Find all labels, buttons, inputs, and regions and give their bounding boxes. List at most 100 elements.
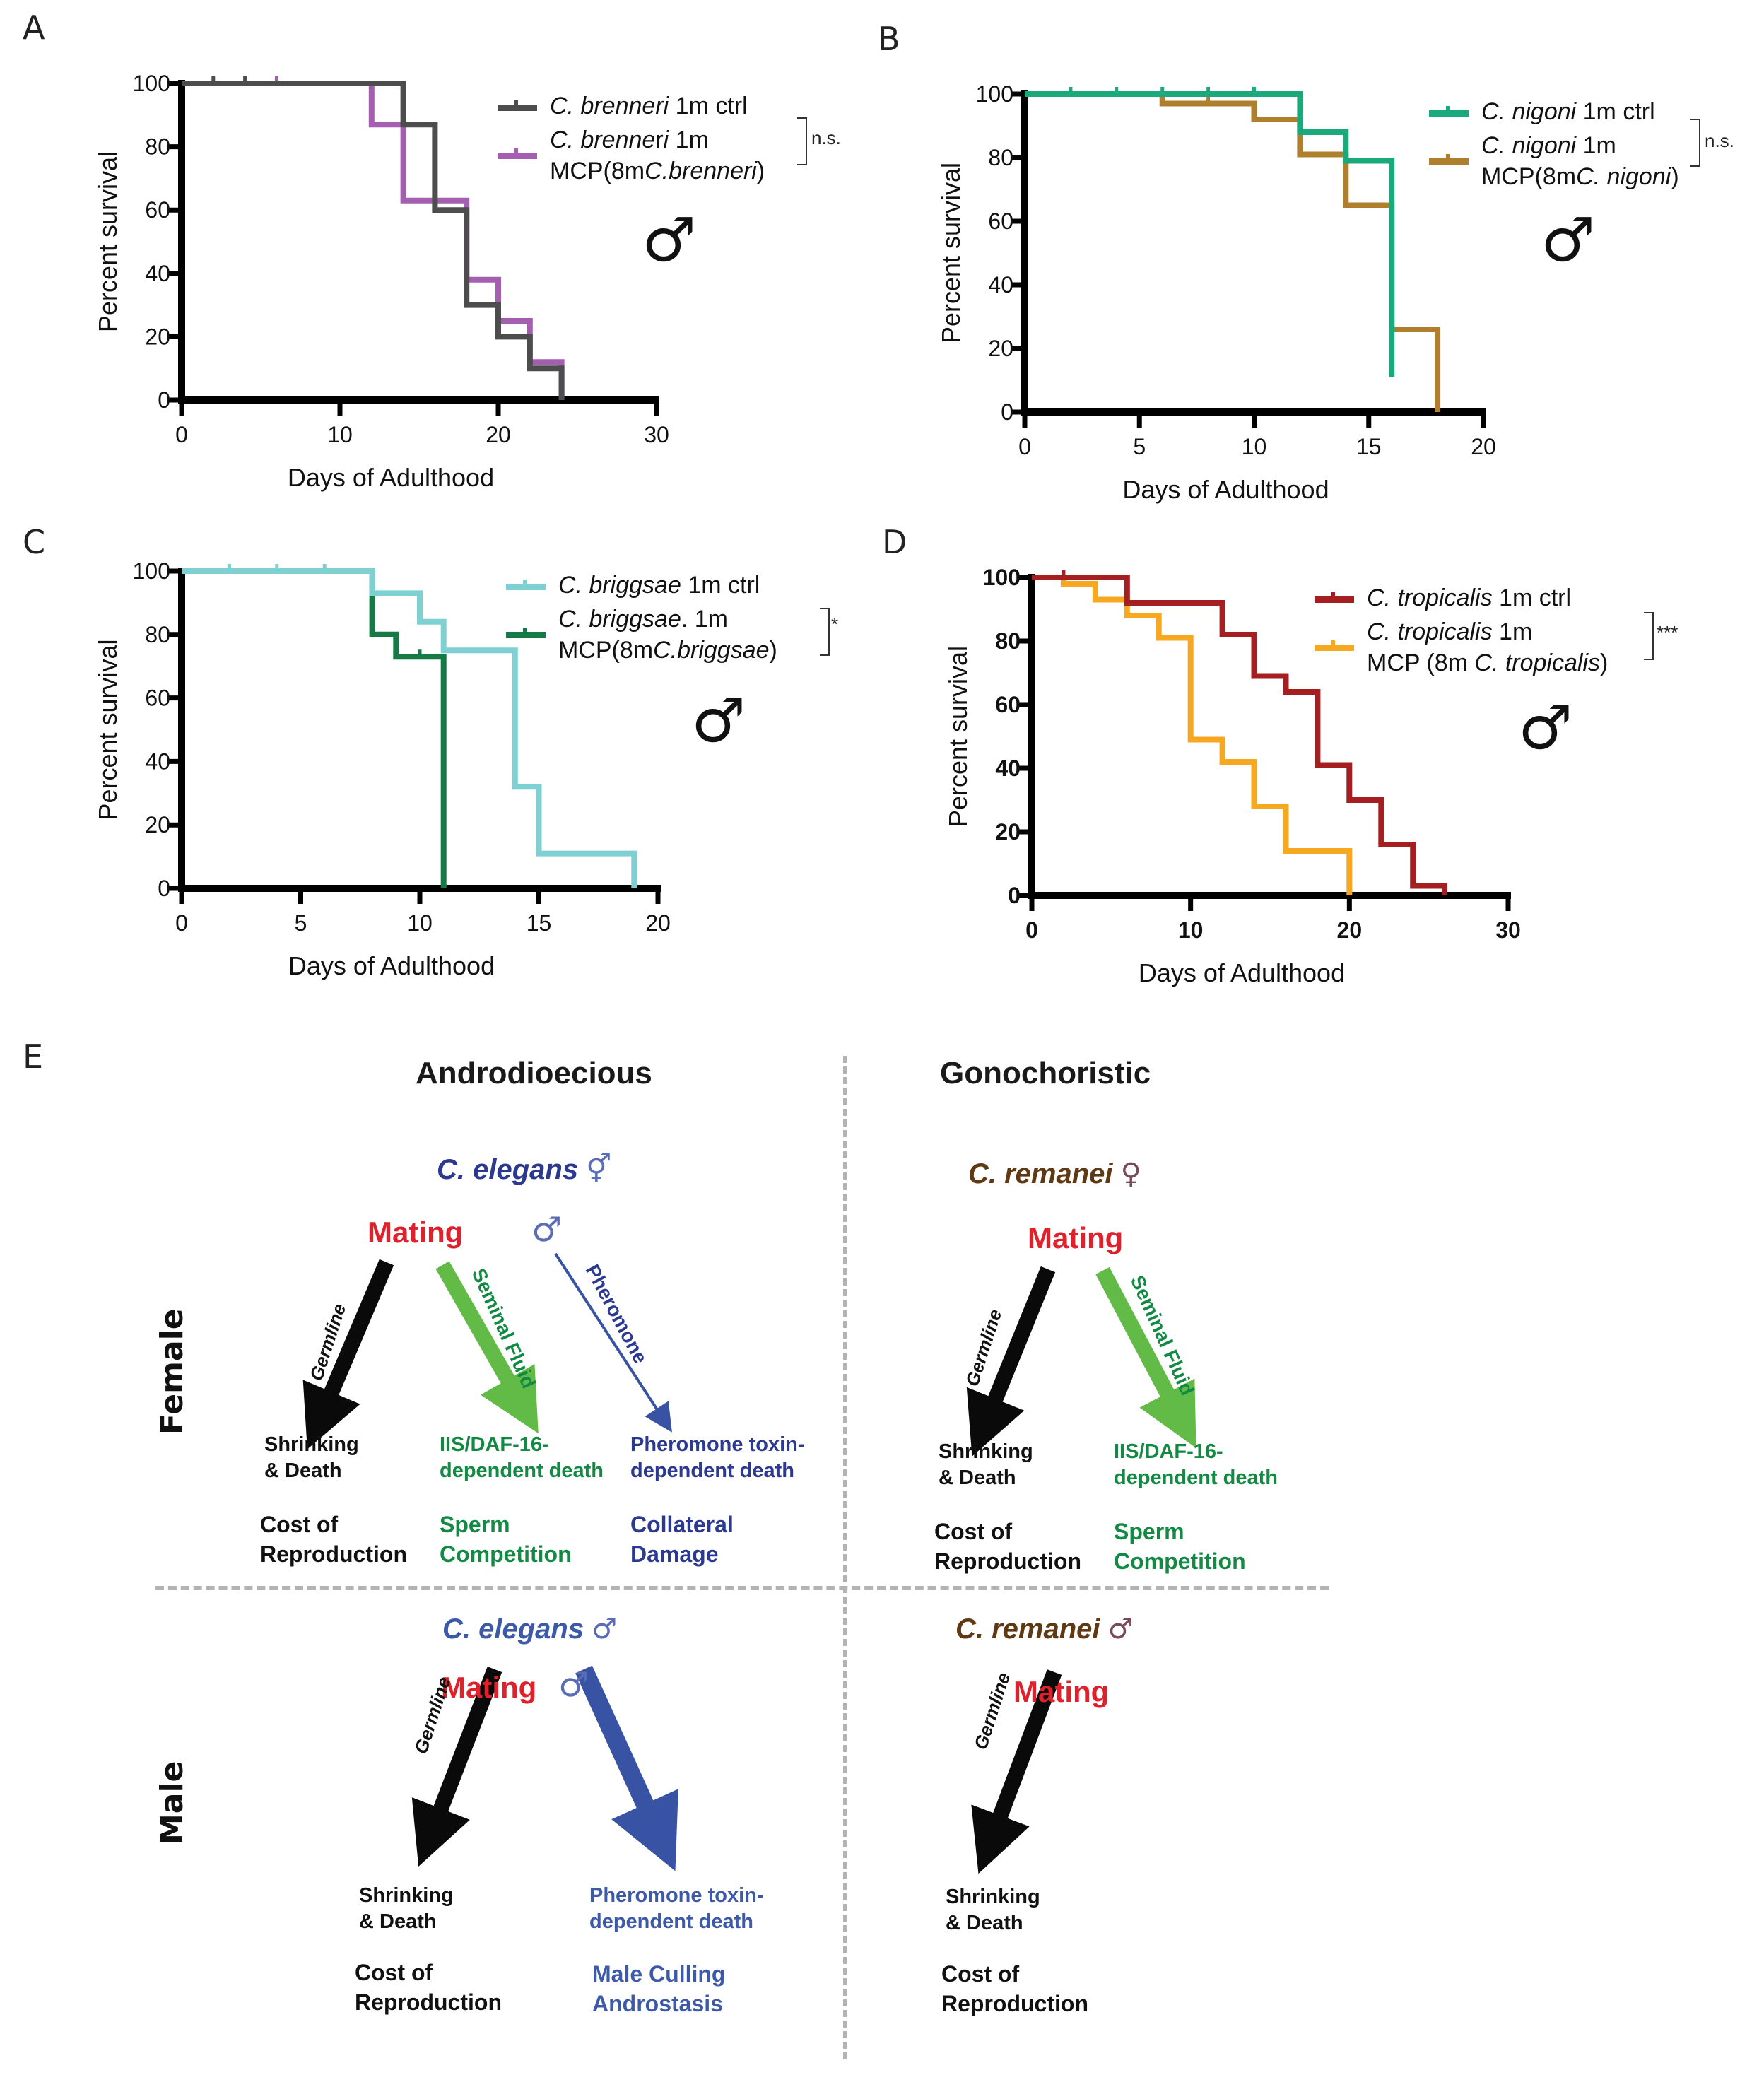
outcome-line: dependent death	[589, 1910, 754, 1933]
y-tick-label: 0	[158, 387, 170, 413]
outcome-iis-daf16-death: IIS/DAF-16- dependent death	[440, 1432, 604, 1484]
male-symbol-icon-b: ♂	[1541, 205, 1596, 276]
panel-label-a: A	[23, 8, 45, 47]
y-tick-label: 0	[158, 876, 170, 901]
legend-text: r	[655, 127, 664, 153]
category-line: Damage	[630, 1541, 719, 1567]
species-c-elegans-male: C. elegans ♂	[442, 1613, 617, 1645]
category-line: Reproduction	[934, 1548, 1081, 1574]
legend-species: C. briggsae	[558, 606, 681, 633]
x-tick-label: 0	[1025, 917, 1038, 943]
x-tick-label: 0	[175, 910, 188, 936]
legend-species: C. briggsae	[558, 572, 681, 599]
outcome-line: Shrinking	[359, 1884, 454, 1907]
x-tick-label: 0	[175, 422, 188, 447]
category-line: Reproduction	[260, 1541, 407, 1567]
hermaphrodite-symbol-icon: ⚥	[586, 1153, 612, 1186]
survival-chart-b: 0 5 10 15 20 0 20 40 60 80 100 Days of Adulthood Per…	[936, 81, 1496, 504]
outcome-line: Shrinking	[939, 1440, 1033, 1463]
y-axis-label: Percent survival	[943, 646, 972, 827]
legend-species: C. tropicalis	[1474, 649, 1600, 676]
legend-species: C.briggsae	[653, 637, 770, 664]
legend-text: 1m ctrl	[1576, 98, 1655, 125]
species-c-remanei-male: C. remanei ♂	[956, 1613, 1134, 1645]
legend-text: )	[1600, 649, 1609, 676]
panel-label-d: D	[882, 523, 907, 561]
y-tick-label: 40	[145, 748, 170, 774]
category-line: Male Culling	[592, 1961, 726, 1987]
panel-label-e: E	[23, 1038, 44, 1076]
y-tick-label: 80	[145, 134, 170, 160]
germline-arrow-gono-male	[971, 1669, 1062, 1874]
x-tick-label: 10	[407, 910, 433, 936]
category-line: Competition	[440, 1541, 572, 1567]
mating-label: Mating	[368, 1216, 464, 1249]
legend-text: 1m ctrl	[681, 572, 760, 599]
legend-text: )	[1671, 163, 1679, 190]
category-sperm-competition: Sperm Competition	[1114, 1517, 1246, 1576]
y-tick-label: 60	[145, 686, 170, 711]
legend-species: C. brenneri	[550, 93, 669, 119]
outcome-line: dependent death	[630, 1459, 795, 1482]
y-axis-label: Percent survival	[93, 151, 122, 332]
y-tick-label: 40	[995, 756, 1021, 781]
y-tick-label: 0	[1008, 883, 1021, 908]
species-name: C. elegans	[437, 1154, 579, 1185]
outcome-shrinking-death: Shrinking & Death	[359, 1883, 454, 1935]
survival-chart-a: 0 10 20 30 0 20 40 60 80 100 Days of Adulthood Perc…	[93, 71, 669, 492]
y-axis-label: Percent survival	[936, 163, 965, 343]
legend-text: 1m	[1576, 132, 1616, 159]
significance-label-c: *	[831, 613, 839, 635]
y-tick-label: 20	[988, 336, 1013, 361]
x-tick-label: 20	[1337, 917, 1363, 943]
germline-arrow-andro-male	[411, 1667, 502, 1867]
species-name: C. remanei	[956, 1613, 1100, 1645]
legend-swatch	[498, 100, 537, 111]
category-line: Cost of	[355, 1960, 433, 1985]
x-tick-label: 20	[645, 910, 671, 936]
category-line: Cost of	[260, 1512, 339, 1537]
germline-arrow-andro-female	[302, 1259, 394, 1450]
category-cost-of-reproduction: Cost of Reproduction	[355, 1958, 502, 2017]
y-tick-label: 40	[988, 272, 1013, 298]
outcome-shrinking-death: Shrinking & Death	[939, 1439, 1033, 1491]
outcome-pheromone-toxin-death: Pheromone toxin-dependent death	[630, 1432, 805, 1484]
x-tick-label: 15	[1356, 434, 1382, 459]
x-tick-label: 30	[1495, 917, 1521, 943]
category-line: Sperm	[1114, 1519, 1184, 1544]
y-tick-label: 20	[995, 819, 1021, 845]
legend-text: MCP(8m	[550, 158, 645, 184]
male-symbol-icon: ♂	[558, 1665, 589, 1705]
legend-item-a-ctrl: C. brenneri 1m ctrl	[498, 90, 765, 122]
y-tick-label: 60	[995, 692, 1021, 717]
legend-text: )	[756, 158, 765, 184]
x-tick-label: 20	[486, 422, 511, 447]
y-tick-label: 80	[995, 628, 1021, 654]
survival-chart-d: 0 10 20 30 0 20 40 60 80 100 Days of Adulthood Perc…	[943, 565, 1521, 987]
legend-species: C. nigoni	[1576, 163, 1671, 190]
x-tick-label: 20	[1471, 434, 1496, 459]
y-tick-label: 60	[145, 197, 170, 223]
x-tick-label: 30	[644, 422, 669, 447]
outcome-line: IIS/DAF-16-	[440, 1433, 549, 1456]
legend-swatch	[1429, 105, 1469, 117]
legend-d: C. tropicalis 1m ctrl C. tropicalis 1m M…	[1315, 582, 1608, 678]
divider-horizontal	[155, 1586, 1329, 1590]
outcome-line: Shrinking	[264, 1433, 359, 1456]
legend-item-d-mcp: C. tropicalis 1m MCP (8m C. tropicalis)	[1315, 616, 1608, 678]
legend-species: C.brenneri	[645, 158, 757, 184]
outcome-line: & Death	[946, 1912, 1023, 1934]
mating-label: Mating	[1028, 1221, 1124, 1254]
outcome-line: & Death	[264, 1459, 342, 1482]
legend-text: 1m	[669, 127, 709, 153]
significance-label-a: n.s.	[811, 127, 841, 148]
male-symbol-icon: ♂	[531, 1210, 563, 1250]
y-tick-label: 100	[983, 565, 1021, 590]
category-cost-of-reproduction: Cost of Reproduction	[941, 1959, 1088, 2018]
female-symbol-icon: ♀	[1120, 1158, 1141, 1190]
outcome-line: & Death	[359, 1910, 437, 1933]
male-symbol-icon: ♂	[1107, 1613, 1134, 1645]
legend-species: C. tropicalis	[1367, 618, 1493, 645]
significance-bracket-a	[797, 117, 807, 165]
legend-text: )	[769, 637, 777, 664]
